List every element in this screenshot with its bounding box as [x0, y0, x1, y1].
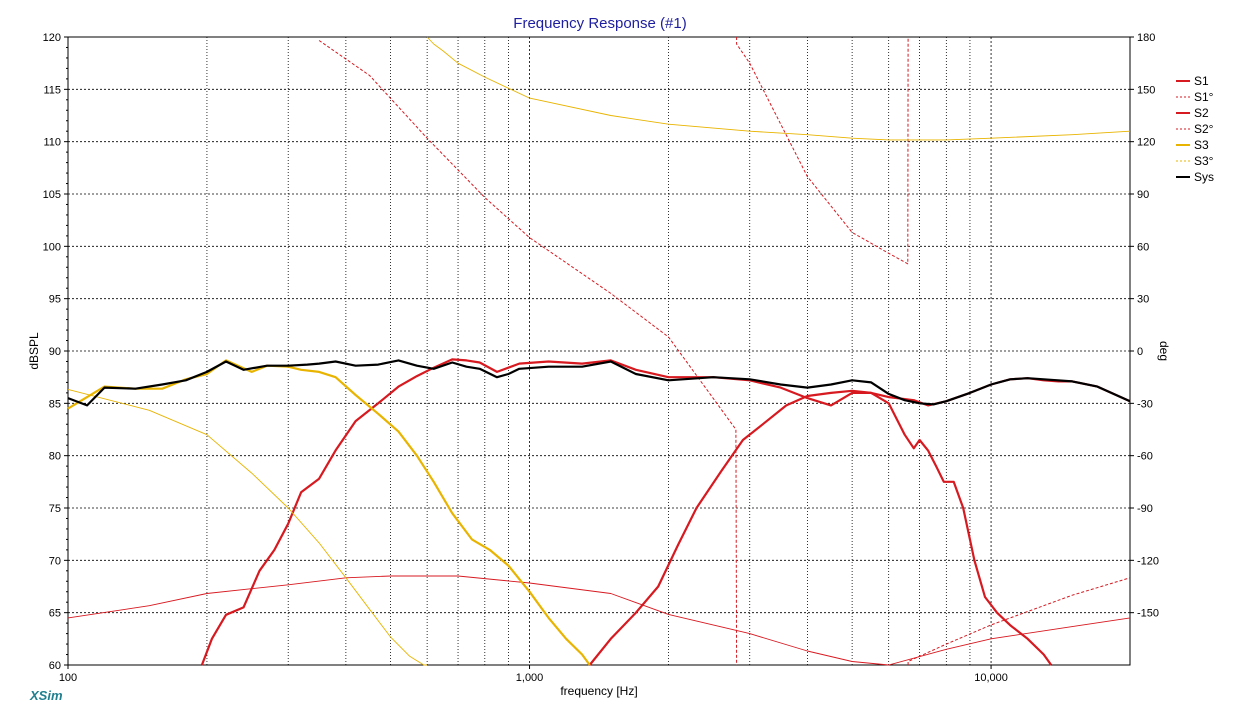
- x-axis-label: frequency [Hz]: [560, 684, 637, 698]
- plot-area: [67, 36, 1131, 666]
- series-line-s2-phase: [67, 575, 1131, 666]
- series-line-s1-phase: [736, 36, 909, 265]
- y-tick-label: 120: [43, 32, 61, 44]
- legend-label: S2°: [1194, 122, 1214, 136]
- series-line-s3-phase: [426, 36, 1131, 141]
- y2-tick-label: -30: [1137, 398, 1153, 410]
- y-tick-label: 110: [43, 137, 61, 149]
- chart-title: Frequency Response (#1): [513, 15, 686, 32]
- grid: [68, 37, 1130, 665]
- y2-tick-label: 60: [1137, 241, 1149, 253]
- legend-label: S1°: [1194, 90, 1214, 104]
- y2-tick-label: 0: [1137, 346, 1143, 358]
- y-tick-label: 90: [49, 346, 61, 358]
- y-tick-label: 70: [49, 555, 61, 567]
- axes: 60 65 70 75 80 85 90 95 100 105 110 115 120 -150 -120 -…: [43, 32, 1159, 684]
- y2-tick-label: -60: [1137, 451, 1153, 463]
- y2-tick-label: 120: [1137, 137, 1155, 149]
- y2-tick-label: -150: [1137, 608, 1159, 620]
- y2-tick-label: 90: [1137, 189, 1149, 201]
- series-line-s1-phase: [907, 577, 1131, 665]
- y2-tick-label: 180: [1137, 32, 1155, 44]
- series-group: [67, 36, 1131, 666]
- x-tick-label: 10,000: [974, 672, 1008, 684]
- y2-tick-label: 30: [1137, 294, 1149, 306]
- legend-label: S3: [1194, 138, 1209, 152]
- x-tick-label: 100: [59, 672, 77, 684]
- y2-tick-label: -90: [1137, 503, 1153, 515]
- y-tick-label: 105: [43, 189, 61, 201]
- legend-label: S2: [1194, 106, 1209, 120]
- y-tick-label: 100: [43, 241, 61, 253]
- xsim-brand: XSim: [30, 688, 63, 703]
- y-tick-label: 75: [49, 503, 61, 515]
- y2-axis-label: deg: [1157, 341, 1171, 361]
- y-axis-label: dBSPL: [27, 332, 41, 370]
- series-line-s1: [200, 358, 1053, 666]
- x-tick-label: 1,000: [516, 672, 544, 684]
- legend-label: S3°: [1194, 154, 1214, 168]
- y-tick-label: 95: [49, 294, 61, 306]
- series-line-s3-phase: [67, 388, 428, 666]
- y-tick-label: 115: [43, 84, 61, 96]
- series-line-sys: [67, 359, 1131, 407]
- series-line-s1-phase: [318, 40, 738, 666]
- y2-tick-label: -120: [1137, 555, 1159, 567]
- y-tick-label: 85: [49, 398, 61, 410]
- y-tick-label: 80: [49, 451, 61, 463]
- y-tick-label: 65: [49, 608, 61, 620]
- y-tick-label: 60: [49, 660, 61, 672]
- legend: S1 S1° S2 S2° S3 S3° Sys: [1176, 74, 1214, 184]
- legend-label: S1: [1194, 74, 1209, 88]
- y2-tick-label: 150: [1137, 84, 1155, 96]
- legend-label: Sys: [1194, 170, 1214, 184]
